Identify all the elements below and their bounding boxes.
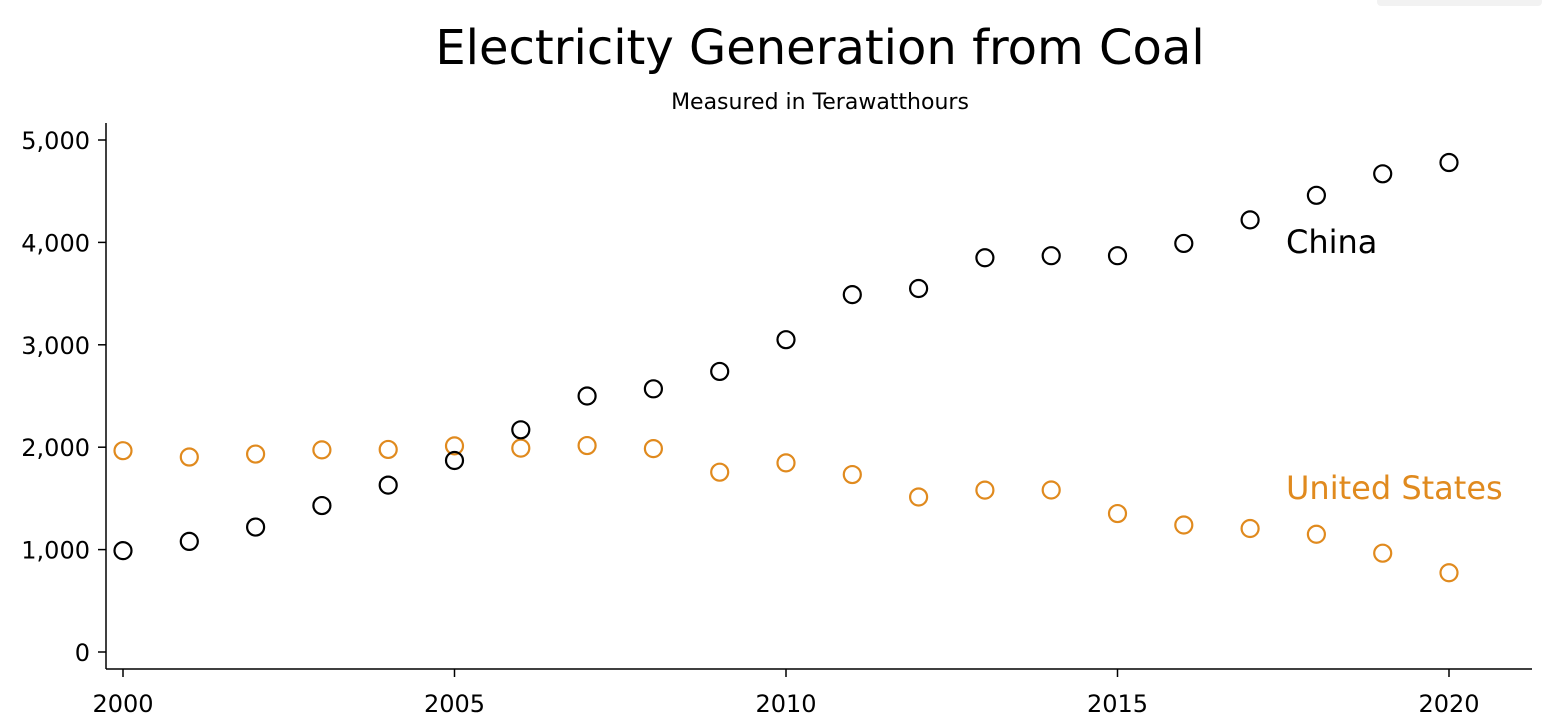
data-point-china bbox=[511, 420, 531, 440]
data-point-china bbox=[246, 517, 266, 537]
chart-subtitle: Measured in Terawatthours bbox=[671, 90, 969, 115]
data-point-united-states bbox=[1107, 503, 1128, 524]
data-point-united-states bbox=[1174, 515, 1194, 535]
chart-title: Electricity Generation from Coal bbox=[435, 20, 1204, 76]
data-point-united-states bbox=[1240, 518, 1260, 539]
y-tick-label: 0 bbox=[75, 639, 90, 667]
y-axis-ticks: 0 1,000 2,000 3,000 4,000 5,000 bbox=[21, 127, 106, 667]
x-tick-label: 2010 bbox=[755, 690, 816, 718]
data-point-united-states bbox=[1306, 524, 1327, 544]
data-point-united-states bbox=[179, 447, 199, 467]
data-point-china bbox=[1240, 210, 1260, 230]
x-tick-label: 2005 bbox=[424, 690, 485, 718]
data-point-united-states bbox=[113, 441, 133, 461]
data-point-united-states bbox=[776, 453, 796, 473]
data-point-china bbox=[378, 475, 398, 495]
data-point-united-states bbox=[577, 435, 597, 456]
data-point-united-states bbox=[1373, 543, 1393, 563]
data-point-china bbox=[908, 278, 929, 299]
corner-tab bbox=[1377, 0, 1542, 6]
data-point-united-states bbox=[444, 436, 465, 456]
data-point-china bbox=[1373, 164, 1393, 184]
data-points bbox=[113, 152, 1459, 583]
data-point-united-states bbox=[842, 464, 862, 485]
data-point-china bbox=[1306, 185, 1327, 205]
data-point-china bbox=[1107, 246, 1128, 266]
y-tick-label: 3,000 bbox=[21, 332, 90, 360]
data-point-china bbox=[975, 248, 995, 268]
data-point-china bbox=[643, 379, 664, 399]
data-point-united-states bbox=[908, 487, 929, 507]
data-point-united-states bbox=[511, 438, 531, 458]
data-point-united-states bbox=[378, 439, 398, 460]
x-tick-label: 2015 bbox=[1087, 690, 1148, 718]
data-point-china bbox=[179, 531, 199, 552]
data-point-china bbox=[710, 361, 730, 382]
y-tick-label: 1,000 bbox=[21, 537, 90, 565]
data-point-united-states bbox=[312, 440, 332, 460]
data-point-united-states bbox=[643, 439, 664, 459]
data-point-china bbox=[776, 330, 796, 350]
data-point-china bbox=[1174, 233, 1194, 254]
data-point-united-states bbox=[710, 462, 730, 482]
data-point-united-states bbox=[246, 444, 266, 464]
data-point-china bbox=[842, 285, 862, 305]
data-point-china bbox=[113, 541, 133, 561]
y-tick-label: 4,000 bbox=[21, 229, 90, 257]
x-tick-label: 2000 bbox=[92, 690, 153, 718]
series-label-united-states: United States bbox=[1286, 469, 1503, 507]
x-axis-ticks: 2000 2005 2010 2015 2020 bbox=[92, 669, 1480, 718]
data-point-china bbox=[1041, 246, 1061, 266]
data-point-united-states bbox=[975, 480, 995, 500]
data-point-china bbox=[312, 495, 332, 516]
data-point-china bbox=[577, 386, 597, 406]
data-point-china bbox=[444, 450, 465, 471]
data-point-china bbox=[1439, 152, 1459, 173]
x-tick-label: 2020 bbox=[1418, 690, 1479, 718]
data-point-united-states bbox=[1439, 563, 1459, 583]
y-tick-label: 2,000 bbox=[21, 434, 90, 462]
data-point-united-states bbox=[1041, 480, 1061, 500]
series-label-china: China bbox=[1286, 223, 1377, 261]
y-tick-label: 5,000 bbox=[21, 127, 90, 155]
